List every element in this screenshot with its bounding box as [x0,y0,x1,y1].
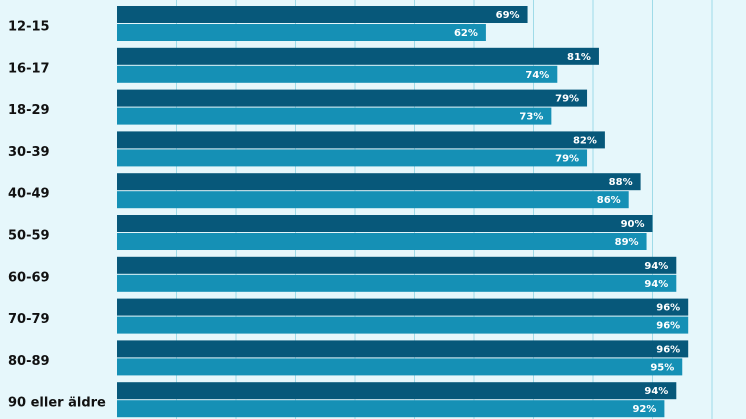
value-label: 92% [632,404,656,415]
bar-series-2 [117,24,486,41]
bar-series-2 [117,233,647,250]
category-label: 90 eller äldre [8,396,106,411]
value-label: 82% [573,135,597,146]
bar-series-2 [117,65,558,83]
category-label: 80-89 [8,354,50,369]
value-label: 90% [621,219,645,230]
category-label: 12-15 [8,20,50,35]
value-label: 96% [656,303,680,314]
value-label: 94% [644,261,668,272]
value-label: 94% [644,386,668,397]
value-label: 94% [644,279,668,290]
value-label: 81% [567,52,591,63]
category-label: 18-29 [8,103,50,118]
value-label: 96% [656,344,680,355]
value-label: 62% [454,28,478,39]
bar-series-1 [117,131,605,149]
value-label: 96% [656,321,680,332]
bar-series-1 [117,6,528,23]
category-label: 60-69 [8,270,50,285]
bar-series-1 [117,173,641,191]
category-label: 16-17 [8,61,50,76]
category-label: 30-39 [8,145,50,160]
bar-series-1 [117,256,677,274]
bar-series-2 [117,149,588,167]
bar-series-1 [117,89,588,107]
bar-series-2 [117,191,629,209]
category-label: 50-59 [8,229,50,244]
labels: 12-15 69% 62% 16-17 81% 74% 18-29 79% 73% 30-39 82… [8,10,680,415]
value-label: 73% [519,112,543,123]
value-label: 95% [650,362,674,373]
bar-series-2 [117,358,683,376]
category-label: 40-49 [8,187,50,202]
bar-series-2 [117,316,689,334]
value-label: 86% [597,195,621,206]
bar-series-2 [117,107,552,125]
value-label: 79% [555,153,579,164]
value-label: 74% [525,70,549,81]
bars [117,6,689,418]
value-label: 88% [609,177,633,188]
bar-series-1 [117,47,599,65]
bar-series-1 [117,382,677,400]
bar-series-2 [117,400,665,418]
value-label: 89% [615,237,639,248]
bar-series-1 [117,340,689,358]
value-label: 79% [555,94,579,105]
value-label: 69% [496,10,520,21]
bar-series-1 [117,298,689,316]
category-label: 70-79 [8,312,50,327]
bar-series-1 [117,215,653,232]
bar-series-2 [117,274,677,292]
